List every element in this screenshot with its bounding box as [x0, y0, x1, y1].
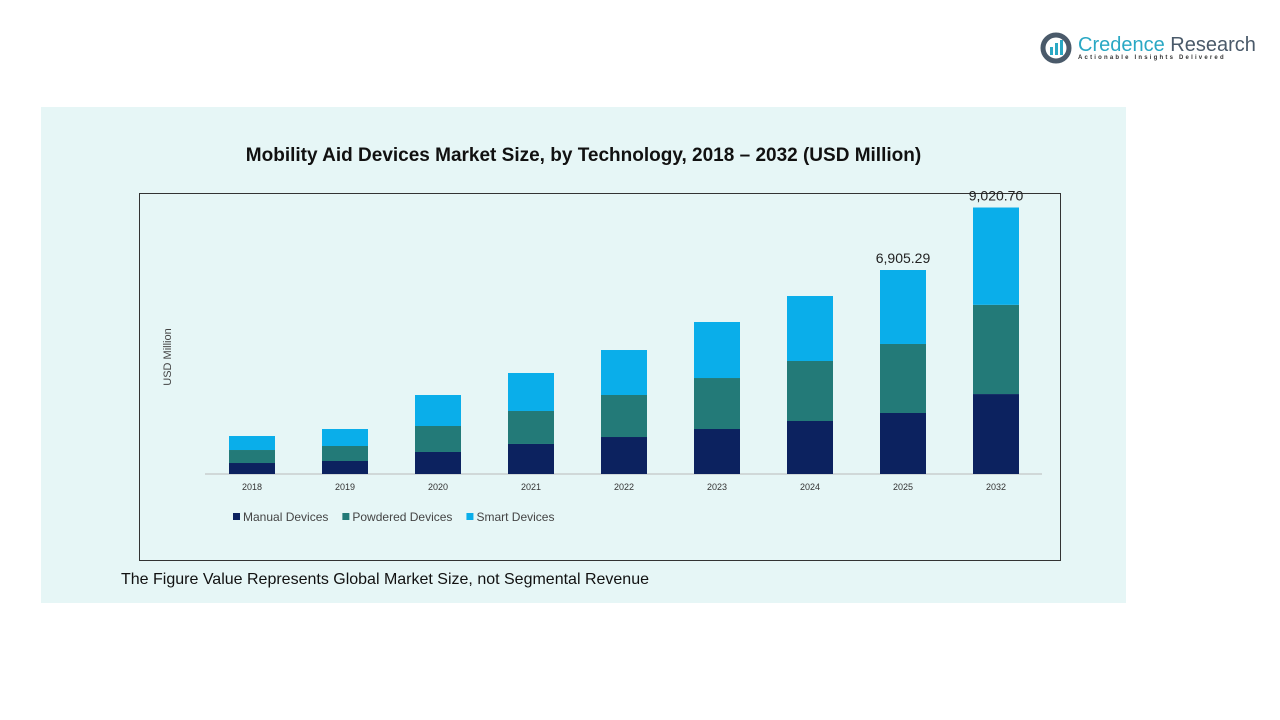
legend-swatch: [466, 513, 474, 520]
bar-smart-devices-2021: [508, 372, 554, 411]
footer-note: The Figure Value Represents Global Marke…: [121, 571, 649, 588]
credence-research-logo: Credence Research Actionable Insights De…: [1040, 32, 1256, 64]
bar-powdered-devices-2021: [508, 410, 554, 444]
bar-powdered-devices-2019: [322, 445, 368, 462]
bar-smart-devices-2023: [694, 322, 740, 379]
x-tick-label: 2023: [707, 482, 727, 492]
bar-powdered-devices-2024: [787, 361, 833, 422]
bar-powdered-devices-2020: [415, 425, 461, 452]
data-label: 6,905.29: [876, 250, 931, 266]
bar-powdered-devices-2018: [229, 450, 275, 464]
legend-swatch: [342, 513, 350, 520]
bar-manual-devices-2022: [601, 437, 647, 474]
bar-smart-devices-2032: [973, 207, 1019, 305]
x-tick-label: 2019: [335, 482, 355, 492]
chart-frame: [139, 193, 1061, 561]
stacked-bar-chart: USD Million 2018 2019 2020 2021 2022 2023 2024 2…: [162, 188, 1042, 524]
bar-manual-devices-2018: [229, 463, 275, 474]
y-axis-label: USD Million: [162, 328, 174, 385]
chart-panel: Mobility Aid Devices Market Size, by Tec…: [41, 107, 1126, 603]
bar-powdered-devices-2032: [973, 304, 1019, 395]
bar-manual-devices-2032: [973, 394, 1019, 474]
bar-smart-devices-2024: [787, 296, 833, 362]
bar-manual-devices-2021: [508, 443, 554, 474]
x-tick-label: 2032: [986, 482, 1006, 492]
x-tick-label: 2025: [893, 482, 913, 492]
x-tick-label: 2021: [521, 482, 541, 492]
x-tick-label: 2018: [242, 482, 262, 492]
bar-powdered-devices-2025: [880, 343, 926, 413]
bar-manual-devices-2020: [415, 451, 461, 474]
bar-smart-devices-2022: [601, 350, 647, 396]
legend-label: Smart Devices: [476, 510, 554, 524]
bar-smart-devices-2020: [415, 395, 461, 426]
bar-manual-devices-2023: [694, 429, 740, 474]
bar-manual-devices-2025: [880, 412, 926, 474]
chart-title: Mobility Aid Devices Market Size, by Tec…: [245, 145, 922, 166]
bar-manual-devices-2024: [787, 421, 833, 474]
legend-label: Manual Devices: [243, 510, 328, 524]
x-tick-label: 2022: [614, 482, 634, 492]
x-tick-label: 2024: [800, 482, 820, 492]
logo-icon: [1040, 32, 1072, 64]
bar-smart-devices-2018: [229, 436, 275, 451]
data-label: 9,020.70: [969, 188, 1024, 204]
legend-swatch: [233, 513, 240, 520]
bar-manual-devices-2019: [322, 461, 368, 474]
bar-smart-devices-2025: [880, 270, 926, 344]
bar-powdered-devices-2023: [694, 378, 740, 430]
bar-powdered-devices-2022: [601, 395, 647, 438]
legend-label: Powdered Devices: [352, 510, 452, 524]
bar-smart-devices-2019: [322, 429, 368, 446]
x-tick-label: 2020: [428, 482, 448, 492]
